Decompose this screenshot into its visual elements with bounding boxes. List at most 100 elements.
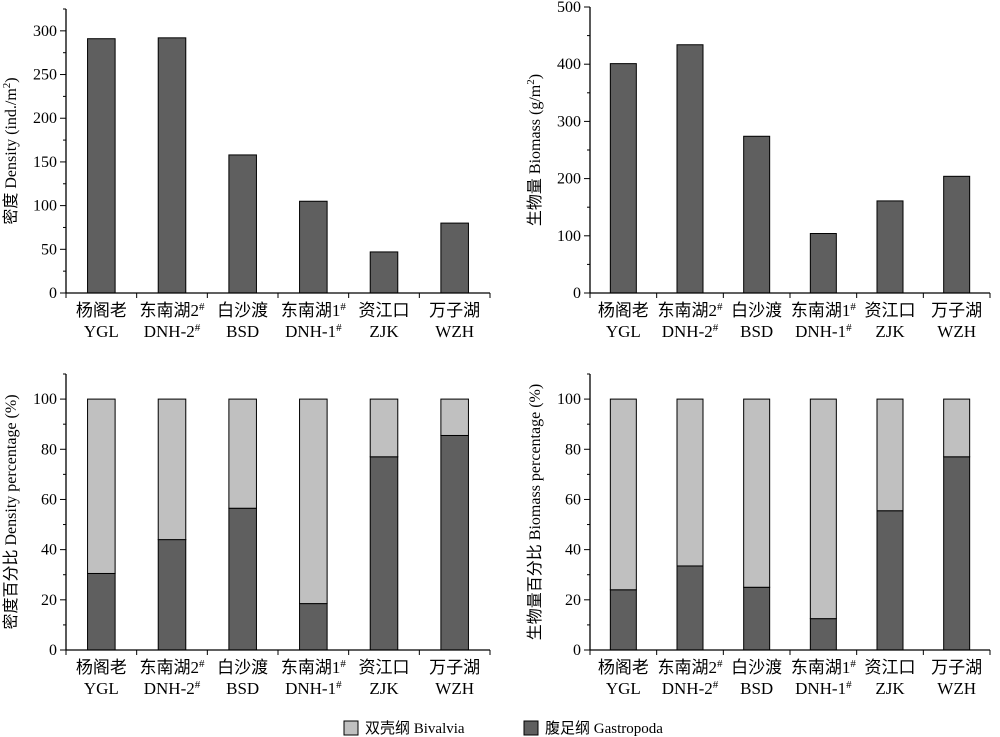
category-label-en: DNH-1# [285,679,342,698]
category-label-cn: 白沙渡 [731,301,782,320]
y-tick-label: 60 [565,491,581,508]
category-label-cn: 杨阁老 [76,301,127,320]
category-label-cn: 资江口 [359,658,410,677]
category-label-cn: 万子湖 [931,658,982,677]
gastropoda-bar-5 [369,456,399,651]
category-label-en: ZJK [369,322,399,341]
category-label-cn: 资江口 [865,658,916,677]
y-tick-label: 0 [49,285,57,302]
category-label-en: YGL [606,322,641,341]
category-label-cn: 东南湖1# [791,658,857,677]
gastropoda-bar-1 [609,589,637,651]
category-label-cn: 东南湖2# [140,301,206,320]
bar-3 [743,135,771,294]
bivalvia-bar-3 [228,398,257,509]
category-label-cn: 杨阁老 [598,301,649,320]
y-axis-label: 密度 Density (ind./m2) [1,77,20,224]
bar-5 [369,251,399,294]
category-label-en: ZJK [369,679,399,698]
category-label-en: WZH [937,679,976,698]
chart-panel-1: 杨阁老 YGL 东南湖2# DNH-2# 白沙渡 BSD 东南湖1# DNH-1# 资江口 ZJK… [1,8,491,341]
category-label-en: DNH-1# [795,679,852,698]
chart-panel-4: 杨阁老 YGL 东南湖2# DNH-2# 白沙渡 BSD 东南湖1# DNH-1# 资江口 ZJK… [526,373,991,698]
bivalvia-bar-1 [609,398,637,591]
category-label-en: BSD [226,322,259,341]
y-axis-label: 生物量 Biomass (g/m2) [525,74,544,226]
category-label-cn: 杨阁老 [76,658,127,677]
y-tick-label: 400 [557,56,581,73]
bivalvia-bar-5 [369,398,399,458]
y-tick-label: 100 [33,391,57,408]
category-label-cn: 万子湖 [429,658,480,677]
bivalvia-bar-3 [743,398,771,588]
y-axis-label: 生物量百分比 Biomass percentage (%) [526,384,544,640]
category-label-en: DNH-2# [662,322,719,341]
bar-6 [440,222,469,294]
gastropoda-bar-6 [943,456,971,651]
chart-panel-3: 杨阁老 YGL 东南湖2# DNH-2# 白沙渡 BSD 东南湖1# DNH-1# 资江口 ZJK… [2,373,491,698]
bivalvia-bar-4 [299,398,328,605]
bar-6 [943,175,971,294]
category-label-en: DNH-2# [144,322,201,341]
y-tick-label: 40 [565,542,581,559]
bar-2 [157,37,187,294]
gastropoda-bar-1 [87,572,116,651]
y-tick-label: 250 [33,67,57,84]
y-tick-label: 0 [49,642,57,659]
legend-label-bivalvia: 双壳纲 Bivalvia [365,720,465,737]
bar-1 [609,63,637,294]
bivalvia-bar-1 [87,398,116,574]
gastropoda-bar-3 [743,586,771,651]
category-label-cn: 白沙渡 [217,301,268,320]
y-tick-label: 60 [41,491,57,508]
y-tick-label: 150 [33,154,57,171]
category-label-cn: 杨阁老 [598,658,649,677]
legend: 双壳纲 Bivalvia 腹足纲 Gastropoda [343,720,663,737]
bivalvia-bar-5 [876,398,904,512]
bivalvia-bar-2 [157,398,187,541]
category-label-cn: 东南湖2# [658,301,724,320]
y-tick-label: 200 [33,110,57,127]
category-label-cn: 东南湖2# [658,658,724,677]
category-label-cn: 白沙渡 [217,658,268,677]
bivalvia-bar-6 [943,398,971,458]
gastropoda-bar-2 [676,565,704,651]
category-label-en: DNH-1# [285,322,342,341]
legend-label-gastropoda: 腹足纲 Gastropoda [545,720,663,737]
y-tick-label: 300 [33,23,57,40]
bar-2 [676,44,704,294]
legend-swatch-gastropoda [523,720,539,736]
category-label-cn: 东南湖1# [281,658,347,677]
y-tick-label: 200 [557,171,581,188]
legend-swatch-bivalvia [343,720,359,736]
category-label-en: YGL [84,679,119,698]
category-label-cn: 东南湖1# [791,301,857,320]
category-label-cn: 资江口 [865,301,916,320]
category-label-cn: 万子湖 [429,301,480,320]
category-label-cn: 白沙渡 [731,658,782,677]
category-label-en: DNH-2# [144,679,201,698]
category-label-en: BSD [226,679,259,698]
category-label-en: DNH-1# [795,322,852,341]
y-tick-label: 80 [565,441,581,458]
category-label-en: ZJK [875,322,905,341]
y-tick-label: 50 [41,241,57,258]
category-label-en: WZH [937,322,976,341]
category-label-cn: 东南湖2# [140,658,206,677]
bar-1 [87,38,116,294]
y-tick-label: 100 [557,391,581,408]
category-label-en: WZH [435,322,474,341]
y-tick-label: 100 [557,228,581,245]
y-tick-label: 500 [557,0,581,16]
category-label-cn: 资江口 [359,301,410,320]
bar-5 [876,200,904,294]
category-label-en: BSD [740,679,773,698]
category-label-cn: 东南湖1# [281,301,347,320]
y-axis-label: 密度百分比 Density percentage (%) [2,394,20,629]
category-label-en: BSD [740,322,773,341]
category-label-en: YGL [84,322,119,341]
panels: 杨阁老 YGL 东南湖2# DNH-2# 白沙渡 BSD 东南湖1# DNH-1# 资江口 ZJK… [1,0,991,698]
y-tick-label: 20 [41,592,57,609]
gastropoda-bar-6 [440,434,469,651]
